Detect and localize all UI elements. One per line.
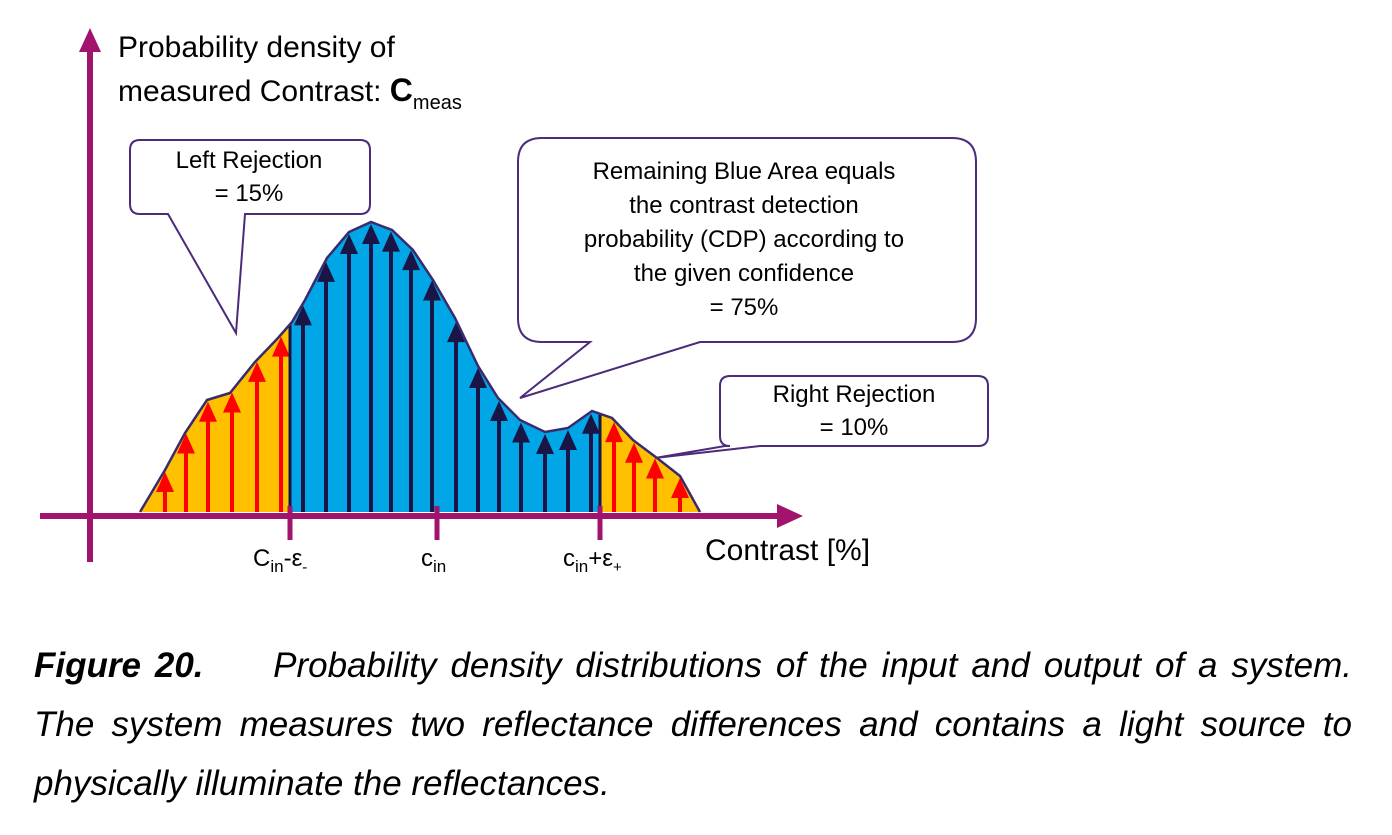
left-red-arrow-head-5 xyxy=(272,336,290,357)
center-dark-arrow-head-8 xyxy=(469,368,487,388)
figure-caption-label: Figure 20. xyxy=(34,646,204,685)
callout-left-line1: Left Rejection xyxy=(176,147,323,174)
center-dark-arrow-head-1 xyxy=(317,261,335,282)
x-axis-label: Contrast [%] xyxy=(705,534,870,567)
callout-left-rejection: Left Rejection = 15% xyxy=(129,139,371,337)
center-dark-arrow-head-6 xyxy=(423,280,441,301)
tick-label-cin: cin xyxy=(421,545,446,576)
figure-caption-text: Probability density distributions of the… xyxy=(34,646,1353,803)
figure-caption: Figure 20. Probability density distribut… xyxy=(34,636,1352,813)
callout-right-rejection: Right Rejection = 10% xyxy=(654,375,989,459)
callout-left-line2: = 15% xyxy=(215,180,284,207)
right-red-arrow-head-3 xyxy=(671,478,689,498)
left-red-arrow-head-2 xyxy=(199,401,217,422)
center-dark-arrow-head-9 xyxy=(490,401,508,421)
tick-label-cin-plus-eps: cin+ε+ xyxy=(563,545,622,576)
center-dark-arrow-head-10 xyxy=(512,422,530,443)
y-axis-arrowhead xyxy=(79,28,101,52)
callout-cdp: Remaining Blue Area equals the contrast … xyxy=(517,137,977,399)
callout-cdp-line4: the given confidence xyxy=(634,260,854,287)
callout-cdp-line2: the contrast detection xyxy=(629,192,858,219)
density-curve xyxy=(138,220,702,513)
y-axis-label-line1: Probability density of xyxy=(118,31,395,64)
callout-cdp-line3: probability (CDP) according to xyxy=(584,226,904,253)
center-dark-arrow-head-5 xyxy=(402,250,420,271)
right-red-arrow-head-2 xyxy=(646,458,664,479)
y-axis-label-line2: measured Contrast: Cmeas xyxy=(118,72,462,114)
callout-right-line2: = 10% xyxy=(820,414,889,441)
center-dark-arrow-head-7 xyxy=(447,322,465,343)
callout-right-line1: Right Rejection xyxy=(773,381,936,408)
callout-cdp-line5: = 75% xyxy=(710,294,779,321)
center-dark-arrow-head-11 xyxy=(536,434,554,454)
left-red-arrow-head-1 xyxy=(177,433,195,454)
callout-cdp-line1: Remaining Blue Area equals xyxy=(593,158,896,185)
left-red-arrow-head-0 xyxy=(156,472,174,492)
left-red-arrow-head-4 xyxy=(248,361,266,382)
right-red-arrow-head-0 xyxy=(605,422,623,443)
center-dark-arrow-head-0 xyxy=(294,305,312,326)
center-dark-arrow-head-12 xyxy=(559,430,577,450)
center-dark-arrow-head-3 xyxy=(362,224,380,244)
tick-label-cin-minus-eps: Cin-ε- xyxy=(253,545,307,576)
x-axis-arrowhead xyxy=(777,504,803,528)
center-dark-arrow-head-13 xyxy=(582,413,600,434)
left-red-arrow-head-3 xyxy=(223,392,241,413)
probability-density-diagram: Probability density of measured Contrast… xyxy=(40,28,989,576)
center-dark-arrow-head-4 xyxy=(382,231,400,252)
sample-arrows xyxy=(156,224,689,512)
center-dark-arrow-head-2 xyxy=(340,234,358,254)
right-red-arrow-head-1 xyxy=(625,442,643,463)
right-rejection-area xyxy=(600,413,700,512)
